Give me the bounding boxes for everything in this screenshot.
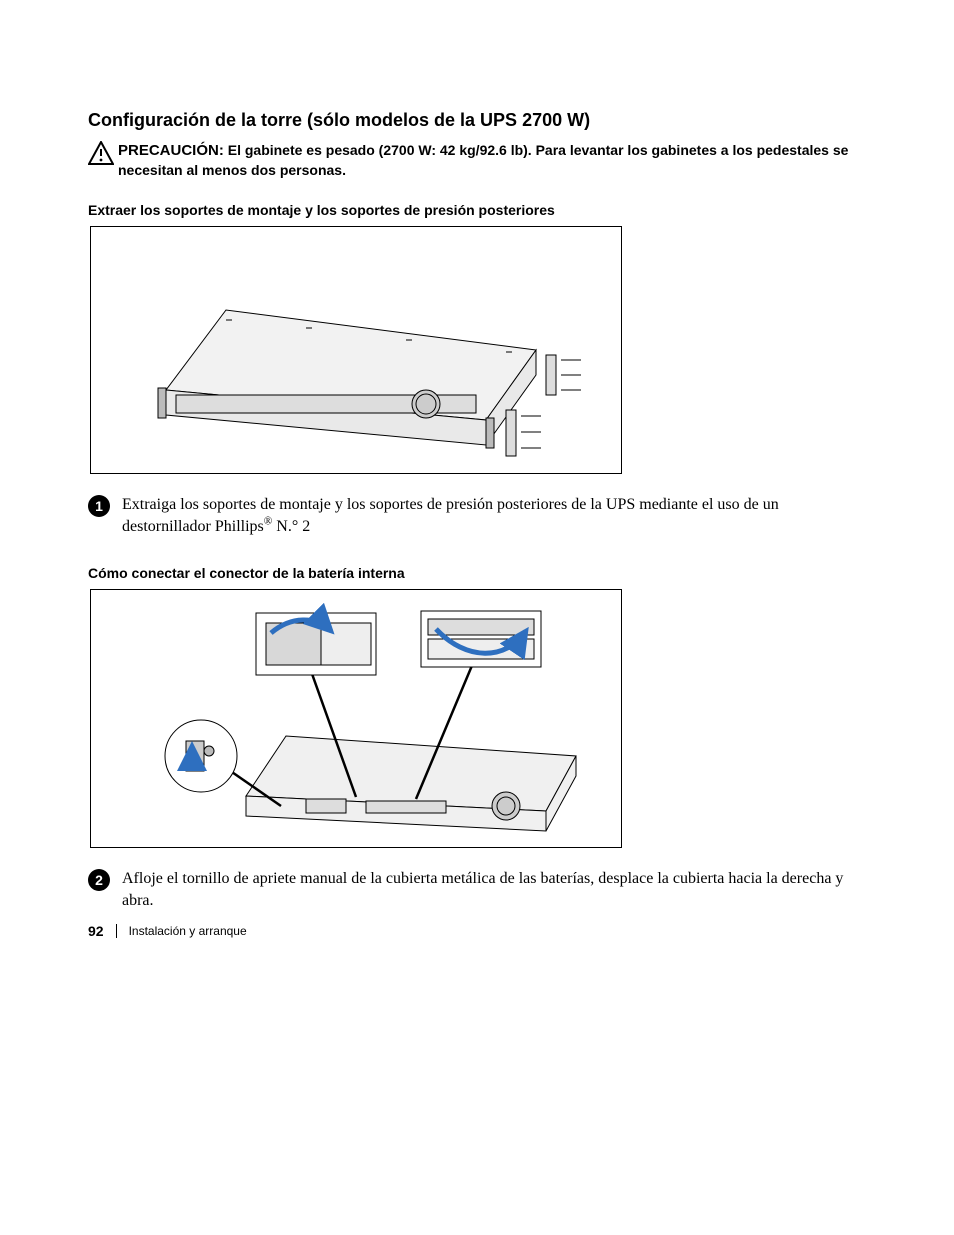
- step-2-bullet: 2: [88, 869, 110, 891]
- caution-block: PRECAUCIÓN: El gabinete es pesado (2700 …: [88, 141, 866, 180]
- rack-rear-brackets-icon: [106, 240, 606, 460]
- caution-triangle-icon: [88, 141, 118, 170]
- step-2-text-a: Afloje el tornillo de apriete manual de …: [122, 870, 843, 909]
- footer-label: Instalación y arranque: [129, 924, 247, 938]
- section-title: Configuración de la torre (sólo modelos …: [88, 110, 866, 131]
- step-2-text: Afloje el tornillo de apriete manual de …: [122, 868, 866, 911]
- page-footer: 92 Instalación y arranque: [88, 923, 247, 939]
- figure-1: [90, 226, 622, 474]
- battery-connector-icon: [106, 601, 606, 836]
- registered-mark: ®: [264, 515, 273, 527]
- footer-separator: [116, 924, 117, 938]
- caution-text: PRECAUCIÓN: El gabinete es pesado (2700 …: [118, 141, 866, 180]
- document-page: Configuración de la torre (sólo modelos …: [0, 0, 954, 1235]
- figure-2: [90, 589, 622, 848]
- caution-body: El gabinete es pesado (2700 W: 42 kg/92.…: [118, 142, 848, 178]
- step-1: 1 Extraiga los soportes de montaje y los…: [88, 494, 866, 537]
- step-2: 2 Afloje el tornillo de apriete manual d…: [88, 868, 866, 911]
- caution-lead: PRECAUCIÓN:: [118, 142, 224, 159]
- step-1-text: Extraiga los soportes de montaje y los s…: [122, 494, 866, 537]
- step-1-text-a: Extraiga los soportes de montaje y los s…: [122, 496, 779, 535]
- figure-2-caption: Cómo conectar el conector de la batería …: [88, 565, 866, 581]
- step-1-text-b: N.° 2: [272, 518, 310, 535]
- figure-1-caption: Extraer los soportes de montaje y los so…: [88, 202, 866, 218]
- page-number: 92: [88, 923, 104, 939]
- step-1-bullet: 1: [88, 495, 110, 517]
